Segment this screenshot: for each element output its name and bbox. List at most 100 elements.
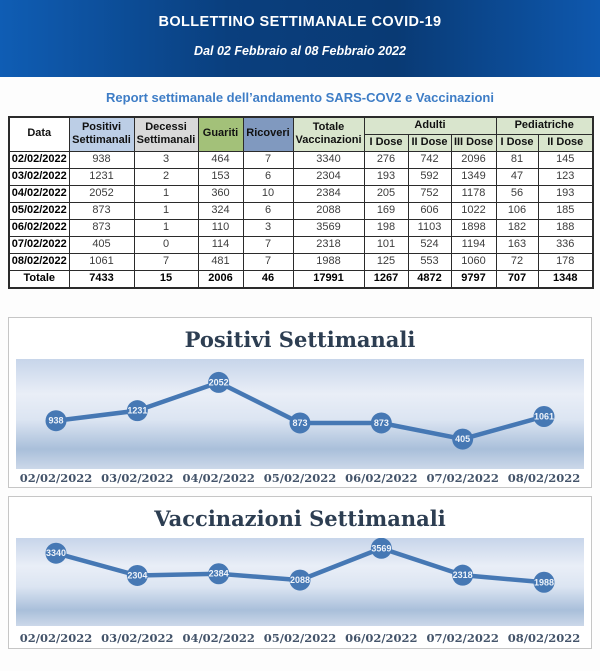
value-cell: 145: [537, 150, 594, 169]
value-cell: 169: [363, 201, 409, 220]
chart-card-vaccinazioni: Vaccinazioni Settimanali 3340 02/02/2022 2…: [8, 496, 592, 649]
line-chart-vaccinazioni: 3340 02/02/2022 2304 03/02/2022 2384 04/02/20…: [16, 538, 584, 645]
data-point-label: 2384: [209, 569, 229, 579]
covid-data-table-wrap: Data Positivi Settimanali Decessi Settim…: [8, 116, 594, 289]
value-cell: 125: [363, 252, 409, 271]
value-cell: 114: [197, 235, 244, 254]
x-axis-label: 06/02/2022: [345, 471, 417, 485]
value-cell: 47: [495, 167, 539, 186]
value-cell: 1267: [363, 269, 409, 289]
value-cell: 188: [537, 218, 594, 237]
value-cell: 324: [197, 201, 244, 220]
value-cell: 1022: [450, 201, 497, 220]
table-row: 07/02/2022 405 0 114 7 2318 101 524 1194 163 336: [8, 235, 594, 254]
value-cell: 1060: [450, 252, 497, 271]
value-cell: 1: [133, 218, 199, 237]
value-cell: 1898: [450, 218, 497, 237]
value-cell: 4872: [407, 269, 452, 289]
table-row: 08/02/2022 1061 7 481 7 1988 125 553 1060 72 178: [8, 252, 594, 271]
value-cell: 182: [495, 218, 539, 237]
data-point-label: 2318: [453, 570, 473, 580]
bulletin-date-range: Dal 02 Febbraio al 08 Febbraio 2022: [194, 44, 406, 58]
value-cell: 7433: [68, 269, 135, 289]
value-cell: 0: [133, 235, 199, 254]
row-label-cell: 05/02/2022: [8, 201, 70, 220]
data-point-label: 873: [292, 418, 307, 428]
table-total-row: Totale 7433 15 2006 46 17991 1267 4872 9797 707 13…: [8, 269, 594, 289]
row-label-cell: 03/02/2022: [8, 167, 70, 186]
value-cell: 2: [133, 167, 199, 186]
value-cell: 17991: [292, 269, 365, 289]
x-axis-label: 03/02/2022: [101, 471, 173, 485]
value-cell: 10: [242, 184, 294, 203]
value-cell: 163: [495, 235, 539, 254]
data-point-label: 1061: [534, 412, 554, 422]
value-cell: 752: [407, 184, 452, 203]
col-group-adulti: Adulti: [363, 116, 497, 135]
table-row: 06/02/2022 873 1 110 3 3569 198 1103 1898 182 188: [8, 218, 594, 237]
value-cell: 2304: [292, 167, 365, 186]
value-cell: 9797: [450, 269, 497, 289]
data-point-marker: [208, 371, 230, 393]
value-cell: 2088: [292, 201, 365, 220]
col-header-data: Data: [8, 116, 70, 152]
chart-title-vaccinazioni: Vaccinazioni Settimanali: [154, 506, 446, 531]
value-cell: 938: [68, 150, 135, 169]
data-point-label: 2052: [209, 377, 229, 387]
covid-data-table: Data Positivi Settimanali Decessi Settim…: [8, 116, 594, 289]
value-cell: 193: [537, 184, 594, 203]
value-cell: 7: [242, 235, 294, 254]
value-cell: 72: [495, 252, 539, 271]
data-point-label: 938: [48, 416, 63, 426]
value-cell: 123: [537, 167, 594, 186]
data-point-marker: [533, 571, 555, 593]
row-label-cell: 08/02/2022: [8, 252, 70, 271]
chart-card-positivi: Positivi Settimanali 938 02/02/2022 1231 03…: [8, 317, 592, 488]
value-cell: 106: [495, 201, 539, 220]
col-header-ped-dose2: II Dose: [537, 133, 594, 152]
x-axis-label: 03/02/2022: [101, 631, 173, 645]
value-cell: 56: [495, 184, 539, 203]
value-cell: 336: [537, 235, 594, 254]
value-cell: 3: [242, 218, 294, 237]
data-point-marker: [126, 564, 148, 586]
value-cell: 742: [407, 150, 452, 169]
row-label-cell: Totale: [8, 269, 70, 289]
x-axis-label: 04/02/2022: [182, 471, 254, 485]
data-point-marker: [126, 400, 148, 422]
col-header-adulti-dose2: II Dose: [407, 133, 452, 152]
x-axis-label: 02/02/2022: [20, 471, 92, 485]
value-cell: 101: [363, 235, 409, 254]
col-group-pediatriche: Pediatriche: [495, 116, 594, 135]
value-cell: 7: [242, 150, 294, 169]
data-point-label: 2088: [290, 575, 310, 585]
value-cell: 1194: [450, 235, 497, 254]
col-header-decessi: Decessi Settimanali: [133, 116, 199, 152]
col-header-vaccinazioni: Totale Vaccinazioni: [292, 116, 365, 152]
data-point-label: 1231: [127, 406, 147, 416]
value-cell: 81: [495, 150, 539, 169]
table-row: 04/02/2022 2052 1 360 10 2384 205 752 1178 56 193: [8, 184, 594, 203]
value-cell: 46: [242, 269, 294, 289]
row-label-cell: 02/02/2022: [8, 150, 70, 169]
value-cell: 2384: [292, 184, 365, 203]
value-cell: 873: [68, 201, 135, 220]
value-cell: 360: [197, 184, 244, 203]
value-cell: 592: [407, 167, 452, 186]
row-label-cell: 06/02/2022: [8, 218, 70, 237]
value-cell: 1: [133, 201, 199, 220]
data-point-marker: [452, 428, 474, 450]
value-cell: 1: [133, 184, 199, 203]
col-header-adulti-dose1: I Dose: [363, 133, 409, 152]
table-row: 03/02/2022 1231 2 153 6 2304 193 592 1349 47 123: [8, 167, 594, 186]
data-point-marker: [289, 412, 311, 434]
data-point-label: 3340: [46, 548, 66, 558]
value-cell: 464: [197, 150, 244, 169]
value-cell: 3569: [292, 218, 365, 237]
value-cell: 553: [407, 252, 452, 271]
data-point-label: 873: [374, 418, 389, 428]
col-header-adulti-dose3: III Dose: [450, 133, 497, 152]
value-cell: 405: [68, 235, 135, 254]
value-cell: 2096: [450, 150, 497, 169]
value-cell: 2318: [292, 235, 365, 254]
